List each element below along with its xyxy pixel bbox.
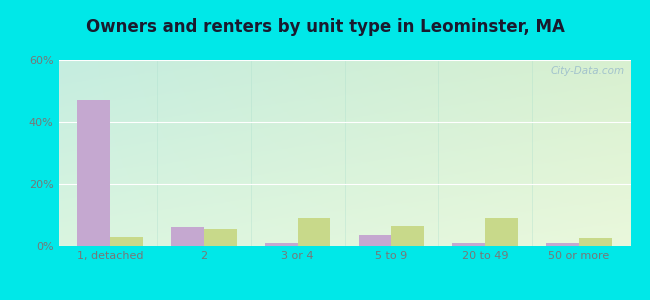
Bar	[77, 100, 110, 246]
Bar	[298, 218, 330, 246]
Bar	[546, 243, 579, 246]
Text: Owners and renters by unit type in Leominster, MA: Owners and renters by unit type in Leomi…	[86, 18, 564, 36]
Bar	[110, 237, 143, 246]
Bar	[579, 238, 612, 246]
Bar	[359, 235, 391, 246]
Bar	[204, 229, 237, 246]
Bar	[485, 218, 518, 246]
Bar	[265, 243, 298, 246]
Text: City-Data.com: City-Data.com	[551, 66, 625, 76]
Legend: Owner occupied units, Renter occupied units: Owner occupied units, Renter occupied un…	[182, 296, 507, 300]
Bar	[391, 226, 424, 246]
Bar	[171, 227, 204, 246]
Bar	[452, 243, 485, 246]
